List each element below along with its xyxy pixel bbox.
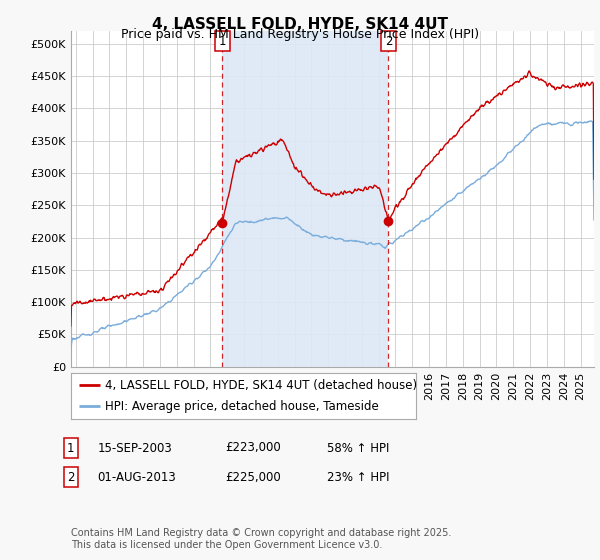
Text: 58% ↑ HPI: 58% ↑ HPI — [327, 441, 389, 455]
Text: 15-SEP-2003: 15-SEP-2003 — [97, 441, 172, 455]
Text: 23% ↑ HPI: 23% ↑ HPI — [327, 470, 389, 484]
Text: 1: 1 — [67, 441, 74, 455]
Text: 4, LASSELL FOLD, HYDE, SK14 4UT: 4, LASSELL FOLD, HYDE, SK14 4UT — [152, 17, 448, 32]
Text: 1: 1 — [218, 35, 226, 48]
Text: 4, LASSELL FOLD, HYDE, SK14 4UT (detached house): 4, LASSELL FOLD, HYDE, SK14 4UT (detache… — [106, 379, 418, 392]
Text: Price paid vs. HM Land Registry's House Price Index (HPI): Price paid vs. HM Land Registry's House … — [121, 28, 479, 41]
Text: 01-AUG-2013: 01-AUG-2013 — [97, 470, 176, 484]
Text: HPI: Average price, detached house, Tameside: HPI: Average price, detached house, Tame… — [106, 400, 379, 413]
Text: Contains HM Land Registry data © Crown copyright and database right 2025.
This d: Contains HM Land Registry data © Crown c… — [71, 528, 451, 550]
Text: 2: 2 — [385, 35, 392, 48]
Bar — [223, 31, 388, 367]
Text: £223,000: £223,000 — [225, 441, 281, 455]
Text: 2: 2 — [67, 470, 74, 484]
Text: £225,000: £225,000 — [225, 470, 281, 484]
